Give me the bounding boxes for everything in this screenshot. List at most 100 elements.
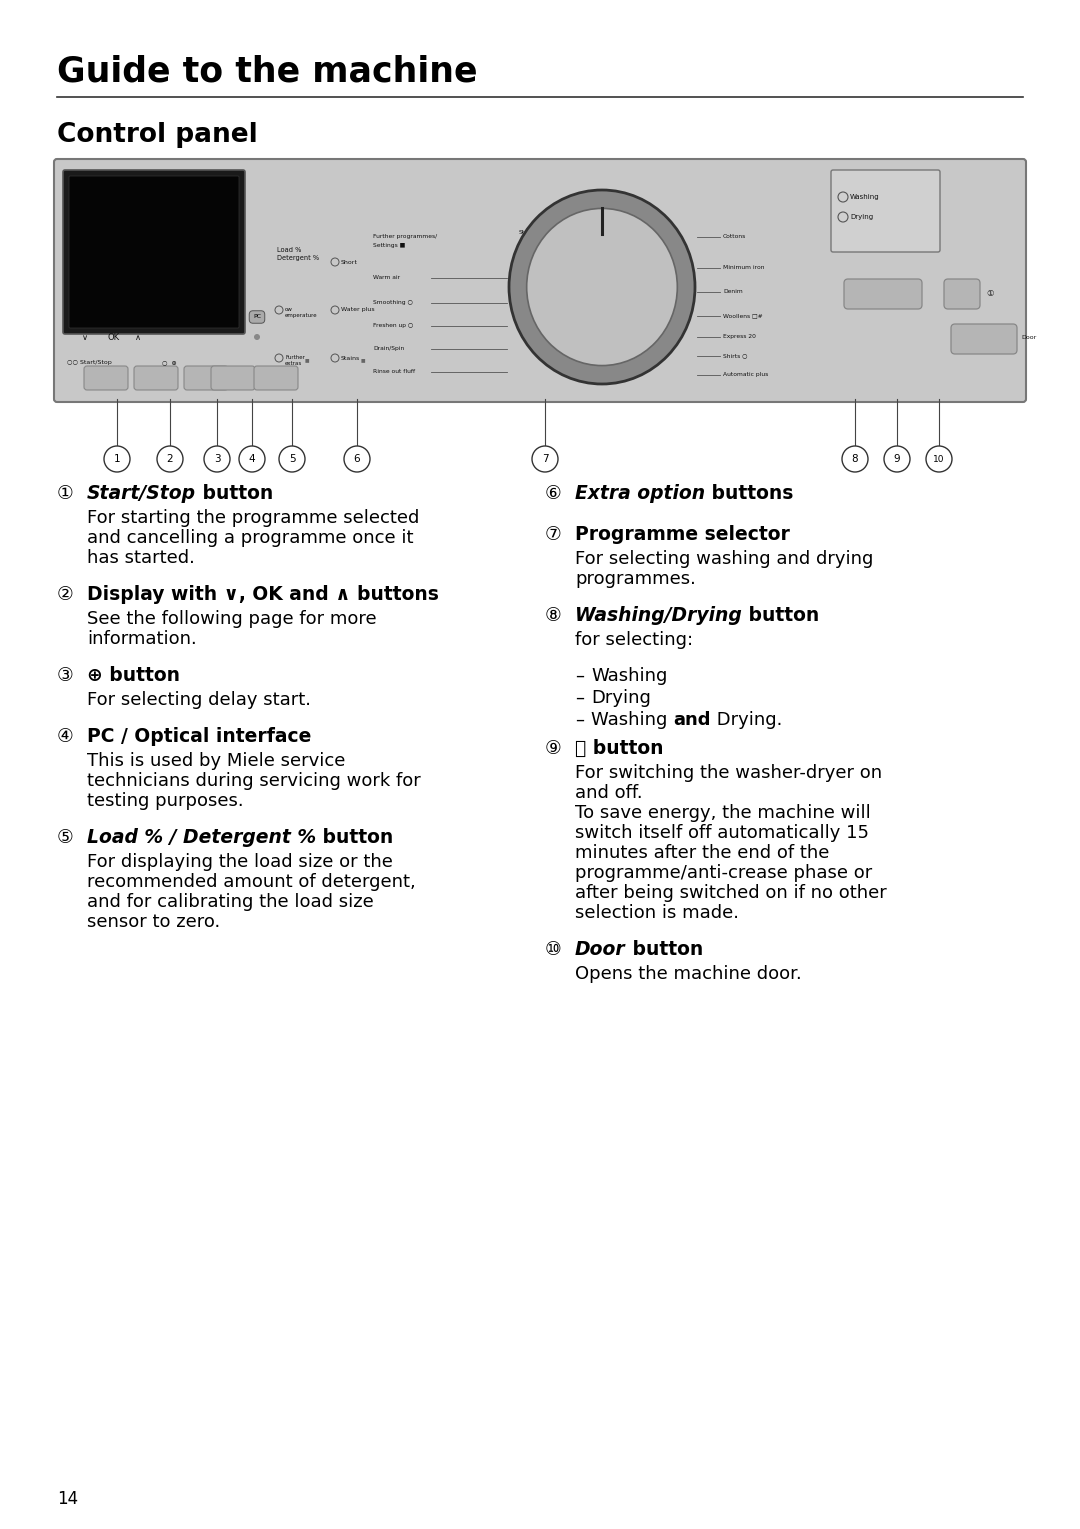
FancyBboxPatch shape [831, 170, 940, 252]
Text: Cottons: Cottons [723, 234, 746, 239]
Text: Washing: Washing [591, 667, 667, 685]
Text: Freshen up ○: Freshen up ○ [373, 323, 414, 329]
Text: ⑧: ⑧ [545, 605, 562, 625]
Text: ⑦: ⑦ [545, 524, 562, 544]
Text: Washing: Washing [591, 711, 673, 729]
Text: after being switched on if no other: after being switched on if no other [575, 884, 887, 902]
Text: Guide to the machine: Guide to the machine [57, 55, 477, 89]
Text: button: button [625, 940, 703, 959]
Circle shape [239, 446, 265, 472]
Circle shape [532, 446, 558, 472]
Text: Washing: Washing [850, 194, 879, 200]
Text: 8: 8 [852, 454, 859, 463]
Text: and for calibrating the load size: and for calibrating the load size [87, 893, 374, 911]
Text: Washing/Drying: Washing/Drying [575, 605, 742, 625]
Text: Rinse out fluff: Rinse out fluff [373, 368, 415, 375]
Circle shape [279, 446, 305, 472]
Text: has started.: has started. [87, 549, 194, 567]
Text: programme/anti-crease phase or: programme/anti-crease phase or [575, 864, 873, 882]
Text: ⊕ button: ⊕ button [87, 667, 180, 685]
Text: ⑨: ⑨ [545, 739, 562, 758]
Text: buttons: buttons [705, 485, 794, 503]
Text: technicians during servicing work for: technicians during servicing work for [87, 772, 421, 790]
Text: and cancelling a programme once it: and cancelling a programme once it [87, 529, 414, 547]
Text: Express 20: Express 20 [723, 333, 756, 339]
FancyBboxPatch shape [951, 324, 1017, 355]
Text: Drying: Drying [591, 690, 651, 706]
Text: –: – [575, 667, 584, 685]
Text: ①: ① [986, 289, 994, 298]
Ellipse shape [509, 190, 696, 384]
Text: Drying.: Drying. [711, 711, 782, 729]
Text: Water plus: Water plus [341, 307, 375, 312]
Text: and off.: and off. [575, 784, 643, 803]
FancyBboxPatch shape [63, 170, 245, 333]
Text: –: – [575, 690, 584, 706]
Text: 10: 10 [933, 454, 945, 463]
Text: ⑥: ⑥ [545, 485, 562, 503]
Text: –: – [575, 711, 584, 729]
FancyBboxPatch shape [84, 365, 129, 390]
Text: information.: information. [87, 630, 197, 648]
Text: Denim: Denim [723, 289, 743, 294]
Text: recommended amount of detergent,: recommended amount of detergent, [87, 873, 416, 891]
Text: Further programmes/: Further programmes/ [373, 234, 437, 239]
Text: Load % / Detergent %: Load % / Detergent % [87, 829, 316, 847]
Text: Door: Door [1021, 335, 1036, 339]
Text: For switching the washer-dryer on: For switching the washer-dryer on [575, 764, 882, 781]
Text: for selecting:: for selecting: [575, 631, 693, 648]
FancyBboxPatch shape [134, 365, 178, 390]
Text: Start/Stop: Start/Stop [87, 485, 195, 503]
Text: button: button [742, 605, 819, 625]
Text: button: button [195, 485, 273, 503]
Text: minutes after the end of the: minutes after the end of the [575, 844, 829, 862]
Text: ∧: ∧ [135, 332, 141, 341]
Text: Opens the machine door.: Opens the machine door. [575, 965, 801, 983]
Text: Settings ■: Settings ■ [373, 243, 405, 248]
Text: ∨: ∨ [82, 332, 89, 341]
Text: To save energy, the machine will: To save energy, the machine will [575, 804, 870, 823]
Ellipse shape [527, 208, 677, 365]
Text: selection is made.: selection is made. [575, 904, 739, 922]
Text: ○  ⊕: ○ ⊕ [162, 359, 177, 365]
Circle shape [254, 333, 260, 339]
Text: Display with ∨, OK and ∧ buttons: Display with ∨, OK and ∧ buttons [87, 586, 438, 604]
FancyBboxPatch shape [944, 278, 980, 309]
Text: Further
extras: Further extras [285, 355, 305, 365]
Circle shape [926, 446, 951, 472]
Text: programmes.: programmes. [575, 570, 696, 589]
Text: Drying: Drying [850, 214, 873, 220]
Text: See the following page for more: See the following page for more [87, 610, 377, 628]
Circle shape [842, 446, 868, 472]
Text: ow
emperature: ow emperature [285, 307, 318, 318]
Text: 3: 3 [214, 454, 220, 463]
FancyBboxPatch shape [69, 176, 239, 329]
Text: Stop: Stop [519, 229, 534, 235]
Text: Warm air: Warm air [373, 275, 400, 280]
Text: Load %
Detergent %: Load % Detergent % [276, 248, 319, 261]
Text: Smoothing ○: Smoothing ○ [373, 300, 413, 304]
Text: Control panel: Control panel [57, 122, 258, 148]
Text: Extra option: Extra option [575, 485, 705, 503]
Text: Woollens □#: Woollens □# [723, 313, 762, 318]
Text: Shirts ○: Shirts ○ [723, 353, 747, 358]
Text: ③: ③ [57, 667, 73, 685]
Circle shape [885, 446, 910, 472]
Text: 6: 6 [353, 454, 361, 463]
Text: This is used by Miele service: This is used by Miele service [87, 752, 346, 771]
Text: Drain/Spin: Drain/Spin [373, 346, 404, 352]
Text: For displaying the load size or the: For displaying the load size or the [87, 853, 393, 872]
Text: 5: 5 [288, 454, 295, 463]
Text: ⑩: ⑩ [545, 940, 562, 959]
Text: PC / Optical interface: PC / Optical interface [87, 726, 311, 746]
Text: ⓘ button: ⓘ button [575, 739, 663, 758]
Text: testing purposes.: testing purposes. [87, 792, 244, 810]
Text: and: and [673, 711, 711, 729]
Text: 7: 7 [542, 454, 549, 463]
Circle shape [204, 446, 230, 472]
Text: ○○ Start/Stop: ○○ Start/Stop [67, 359, 111, 365]
Text: Short: Short [341, 260, 357, 265]
Text: 1: 1 [113, 454, 120, 463]
Text: Minimum iron: Minimum iron [723, 265, 765, 271]
Text: For selecting washing and drying: For selecting washing and drying [575, 550, 874, 567]
